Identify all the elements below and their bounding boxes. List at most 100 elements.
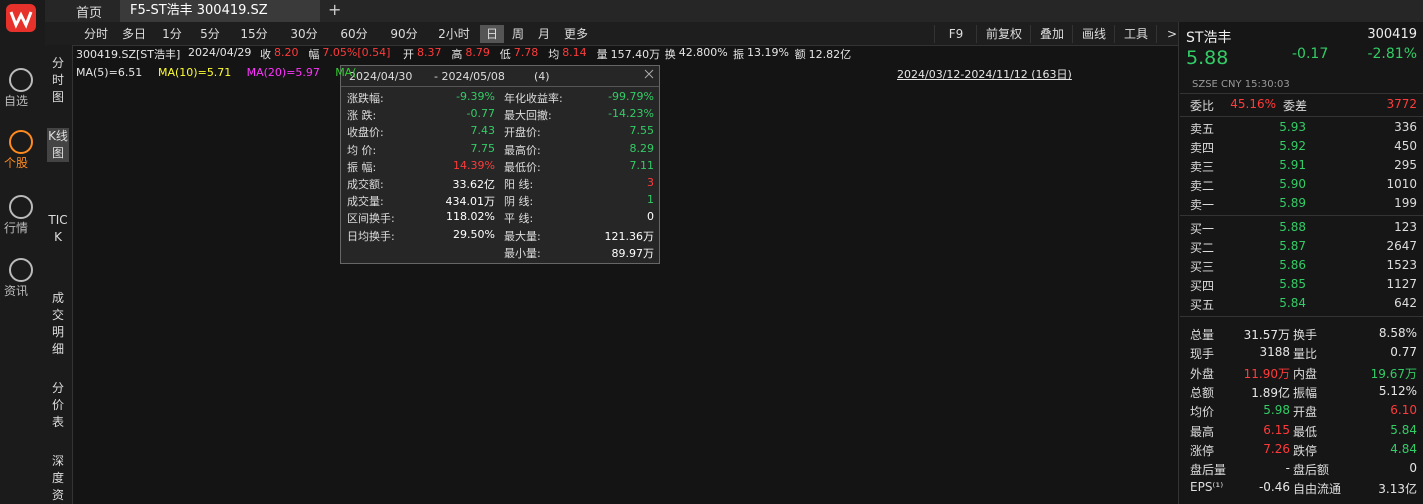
book-level: 卖四 [1190, 141, 1215, 155]
popup-value: 121.36万 [604, 229, 655, 243]
stat-value: 7.26 [1263, 441, 1290, 456]
sidebar-label[interactable]: 行情 [4, 221, 29, 235]
book-price: 5.85 [1279, 277, 1306, 291]
quote-pct: -2.81% [1367, 46, 1417, 62]
sidebar-icon[interactable] [9, 258, 33, 282]
period-button[interactable]: 5分 [200, 27, 220, 41]
info-value: 7.05%[0.54] [322, 46, 391, 59]
ratio-value2: 3772 [1386, 97, 1417, 111]
info-value: 8.79 [465, 46, 490, 59]
stat-key: 涨停 [1190, 443, 1215, 458]
side-tab[interactable]: 分价表 [51, 381, 64, 429]
info-value: 42.800% [678, 46, 728, 59]
popup-value: 118.02% [446, 210, 495, 224]
info-key: 开 [403, 48, 414, 61]
quote-name: ST浩丰 [1186, 30, 1232, 46]
period-button[interactable]: 周 [511, 27, 524, 41]
book-size: 2647 [1386, 239, 1417, 253]
period-button[interactable]: 90分 [390, 27, 418, 41]
add-tab[interactable]: + [328, 0, 342, 19]
book-price: 5.87 [1279, 239, 1306, 253]
stat-value: 3.13亿 [1378, 482, 1417, 497]
period-button[interactable]: 15分 [240, 27, 268, 41]
book-size: 199 [1394, 196, 1417, 210]
period-button[interactable]: 30分 [290, 27, 318, 41]
popup-key: 均 价: [347, 143, 377, 157]
popup-value: -99.79% [608, 90, 654, 103]
side-tab[interactable]: 分时图 [51, 56, 64, 104]
popup-key: 区间换手: [347, 212, 395, 226]
date-range[interactable]: 2024/03/12-2024/11/12 (163日) [897, 68, 1072, 81]
book-level: 卖三 [1190, 160, 1215, 174]
period-button[interactable]: 日 [480, 25, 504, 43]
side-tab[interactable]: 深度资 [51, 454, 64, 502]
period-button[interactable]: 月 [537, 27, 550, 41]
book-level: 买四 [1190, 279, 1215, 293]
tool-button[interactable]: 工具 [1114, 25, 1157, 43]
period-button[interactable]: 60分 [340, 27, 368, 41]
sidebar-label[interactable]: 个股 [4, 156, 29, 170]
sidebar-icon[interactable] [9, 130, 33, 154]
sidebar-icon[interactable] [9, 195, 33, 219]
stat-value: - [1285, 461, 1290, 476]
book-size: 1010 [1386, 177, 1417, 191]
book-size: 1523 [1386, 258, 1417, 272]
info-value: 13.19% [747, 46, 789, 59]
info-key: 振 [733, 48, 744, 61]
tool-button[interactable]: > [1156, 25, 1187, 43]
quote-code: 300419 [1367, 27, 1417, 42]
logo[interactable]: 8.798.277.767.246.736.215.705.184.674.15… [6, 4, 1184, 504]
side-tab[interactable]: TICK [48, 213, 68, 244]
quote-change: -0.17 [1292, 46, 1329, 62]
popup-value: 7.11 [629, 158, 655, 172]
active-tab[interactable]: F5-ST浩丰 300419.SZ [120, 0, 320, 22]
stat-value: 5.98 [1263, 403, 1290, 418]
popup-close[interactable] [644, 67, 654, 81]
popup-value: 3 [647, 176, 654, 189]
stat-key: 自由流通 [1293, 482, 1342, 497]
bar-date: 2024/04/29 [188, 46, 252, 59]
tool-button[interactable]: F9 [934, 25, 977, 43]
book-price: 5.88 [1279, 220, 1306, 234]
tool-button[interactable]: 画线 [1072, 25, 1115, 43]
popup-value: 1 [647, 193, 654, 207]
stat-value: 31.57万 [1243, 328, 1290, 342]
popup-key: 振 幅: [347, 160, 377, 174]
book-level: 卖一 [1190, 198, 1215, 212]
period-button[interactable]: 更多 [563, 27, 588, 41]
popup-value: 14.39% [453, 158, 495, 172]
side-tab[interactable]: 成交明细 [51, 291, 64, 356]
popup-count: (4) [534, 70, 550, 83]
stat-key: 量比 [1293, 347, 1318, 362]
info-key: 幅 [308, 48, 320, 61]
book-level: 卖五 [1190, 122, 1215, 136]
period-button[interactable]: 1分 [162, 27, 182, 41]
sidebar-label[interactable]: 自选 [4, 94, 29, 108]
stat-key: 盘后量 [1190, 463, 1227, 478]
book-level: 买三 [1190, 260, 1215, 274]
side-tab[interactable]: K线图 [47, 128, 69, 162]
stat-key: 最高 [1190, 424, 1215, 439]
ma-legend: MA( [335, 66, 357, 79]
info-key: 收 [260, 48, 271, 61]
period-button[interactable]: 2小时 [438, 27, 470, 41]
book-level: 买五 [1190, 298, 1215, 312]
popup-to: - 2024/05/08 [434, 70, 505, 83]
popup-key: 平 线: [504, 212, 534, 226]
period-button[interactable]: 多日 [121, 27, 146, 41]
popup-value: 29.50% [453, 227, 495, 241]
stat-value: 6.15 [1263, 422, 1290, 437]
home-tab[interactable]: 首页 [76, 6, 103, 21]
tool-button[interactable]: 前复权 [976, 25, 1031, 43]
period-button[interactable]: 分时 [83, 27, 108, 41]
toolbar [45, 22, 1178, 46]
sidebar-label[interactable]: 资讯 [4, 284, 29, 298]
tool-button[interactable]: 叠加 [1030, 25, 1073, 43]
divider [1180, 116, 1423, 117]
sidebar-icon[interactable] [9, 68, 33, 92]
stat-value: 4.84 [1390, 441, 1417, 456]
info-key: 换 [664, 48, 676, 61]
popup-value: 434.01万 [445, 195, 496, 209]
popup-value: 7.43 [470, 124, 496, 138]
popup-key: 最低价: [504, 160, 541, 174]
